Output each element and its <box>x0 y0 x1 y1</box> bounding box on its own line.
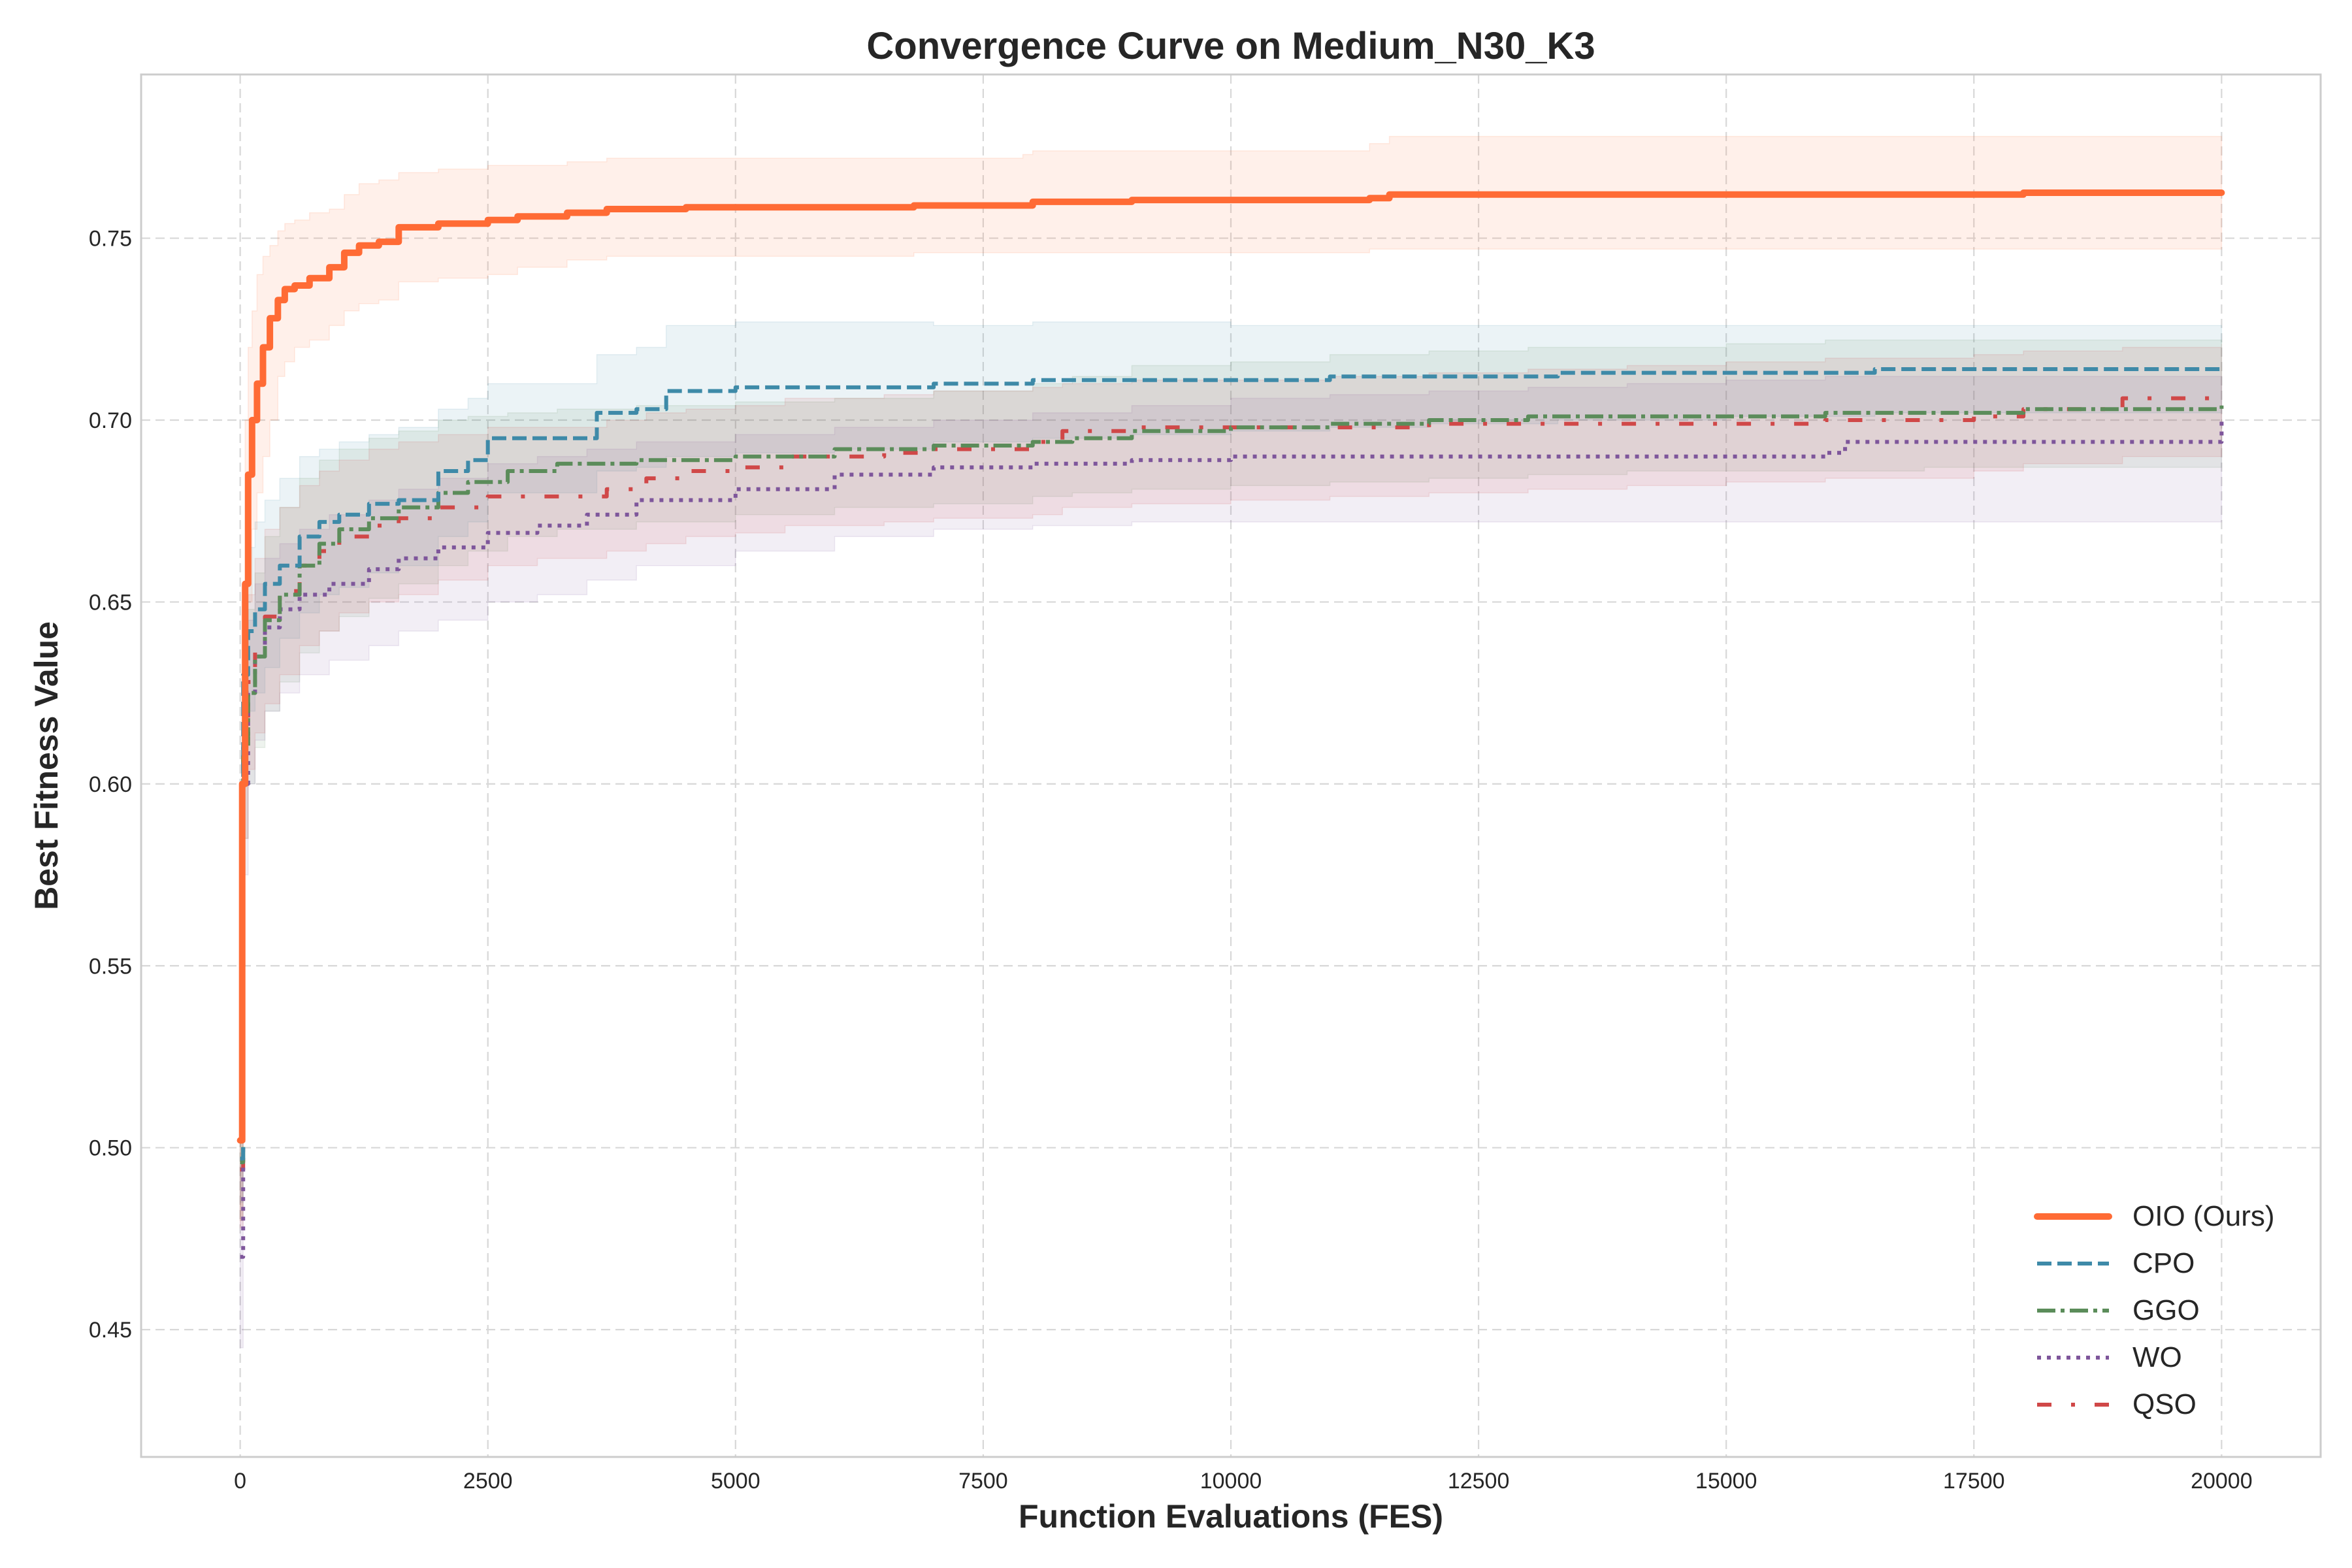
qso-confidence-band <box>239 344 2223 1228</box>
x-tick-label: 10000 <box>1200 1469 1262 1494</box>
x-axis-label: Function Evaluations (FES) <box>1019 1498 1443 1535</box>
x-tick-label: 0 <box>234 1469 246 1494</box>
legend: OIO (Ours) CPO GGO WO QSO <box>2034 1200 2275 1420</box>
x-tick-label: 5000 <box>711 1469 760 1494</box>
ggo-series-line <box>240 405 2224 1164</box>
legend-label-cpo: CPO <box>2132 1247 2195 1279</box>
y-tick-label: 0.50 <box>89 1136 132 1161</box>
x-tick-label: 20000 <box>2191 1469 2253 1494</box>
x-tick-label: 7500 <box>958 1469 1008 1494</box>
y-tick-label: 0.65 <box>89 590 132 615</box>
ggo-confidence-band <box>239 339 2223 1221</box>
y-axis-label: Best Fitness Value <box>28 621 65 910</box>
wo-confidence-band <box>239 376 2223 1348</box>
x-tick-label: 2500 <box>463 1469 513 1494</box>
y-tick-label: 0.70 <box>89 408 132 433</box>
cpo-series-line <box>240 367 2222 1161</box>
legend-label-qso: QSO <box>2132 1388 2197 1420</box>
x-tick-label: 12500 <box>1448 1469 1510 1494</box>
y-tick-labels: 0.45 0.50 0.55 0.60 0.65 0.70 0.75 <box>89 227 132 1343</box>
qso-series-line <box>240 395 2224 1172</box>
chart-title: Convergence Curve on Medium_N30_K3 <box>866 25 1595 67</box>
series-lines <box>237 189 2225 1259</box>
legend-label-wo: WO <box>2132 1341 2182 1373</box>
y-tick-label: 0.75 <box>89 227 132 252</box>
x-tick-label: 15000 <box>1695 1469 1757 1494</box>
wo-series-line <box>240 420 2224 1259</box>
plot-frame <box>140 73 2322 1458</box>
y-tick-label: 0.45 <box>89 1318 132 1343</box>
legend-label-ggo: GGO <box>2132 1294 2200 1326</box>
x-tick-labels: 0 2500 5000 7500 10000 12500 15000 17500 20000 <box>234 1469 2252 1494</box>
oio-ours-series-line <box>237 189 2225 1144</box>
legend-label-oio-ours: OIO (Ours) <box>2132 1200 2275 1232</box>
y-tick-label: 0.60 <box>89 772 132 797</box>
grid <box>141 74 2321 1457</box>
y-tick-label: 0.55 <box>89 954 132 979</box>
x-tick-label: 17500 <box>1943 1469 2005 1494</box>
